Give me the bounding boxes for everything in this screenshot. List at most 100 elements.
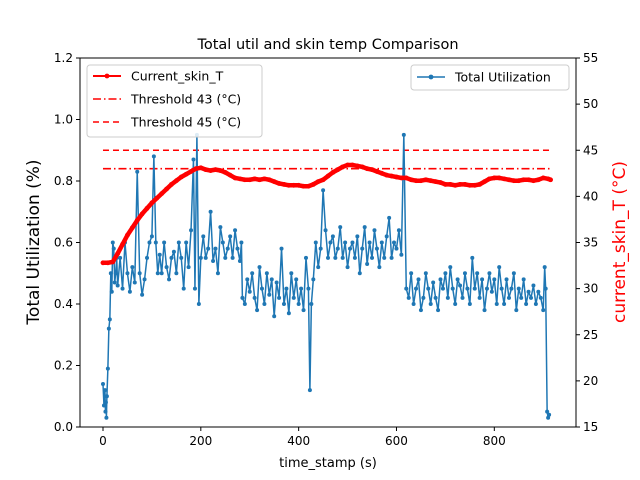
utilization-point bbox=[259, 286, 264, 291]
utilization-point bbox=[103, 409, 108, 414]
utilization-point bbox=[112, 280, 117, 285]
utilization-point bbox=[480, 277, 485, 282]
skin-temp-point bbox=[423, 177, 429, 183]
utilization-point bbox=[335, 246, 340, 251]
utilization-point bbox=[125, 271, 130, 276]
y-right-axis-label: current_skin_T (°C) bbox=[610, 161, 630, 323]
utilization-point bbox=[418, 308, 423, 313]
skin-temp-point bbox=[408, 177, 414, 183]
utilization-point bbox=[547, 412, 552, 417]
utilization-point bbox=[436, 308, 441, 313]
utilization-point bbox=[242, 302, 247, 306]
utilization-point bbox=[370, 255, 375, 260]
utilization-point bbox=[230, 255, 235, 260]
utilization-point bbox=[472, 286, 477, 291]
utilization-point bbox=[365, 262, 370, 267]
legend-right-box bbox=[410, 64, 570, 91]
utilization-point bbox=[482, 308, 487, 313]
utilization-point bbox=[262, 302, 267, 306]
utilization-point bbox=[307, 388, 312, 393]
utilization-point bbox=[272, 314, 277, 319]
utilization-point bbox=[118, 255, 123, 260]
skin-temp-point bbox=[526, 177, 531, 183]
utilization-point bbox=[528, 295, 533, 300]
utilization-point bbox=[514, 308, 519, 313]
skin-temp-point bbox=[394, 174, 399, 180]
utilization-point bbox=[233, 228, 238, 233]
skin-temp-point bbox=[418, 178, 424, 184]
skin-temp-point bbox=[120, 241, 125, 247]
utilization-point bbox=[343, 240, 348, 245]
utilization-point bbox=[277, 295, 282, 300]
skin-temp-point bbox=[462, 181, 468, 187]
y-right-tick-label: 45 bbox=[583, 143, 598, 157]
skin-temp-point bbox=[257, 177, 262, 183]
skin-temp-point bbox=[213, 167, 218, 173]
skin-temp-point bbox=[149, 200, 155, 206]
utilization-point bbox=[318, 246, 323, 251]
utilization-point bbox=[111, 246, 116, 251]
y-right-tick-label: 55 bbox=[583, 51, 598, 65]
utilization-point bbox=[201, 234, 206, 239]
utilization-point bbox=[545, 409, 550, 414]
legend-utilization-marker bbox=[428, 74, 434, 80]
skin-temp-point bbox=[315, 179, 321, 185]
utilization-point bbox=[504, 277, 509, 282]
utilization-point bbox=[240, 295, 245, 300]
utilization-point bbox=[213, 246, 218, 251]
utilization-point bbox=[135, 169, 140, 174]
skin-temp-point bbox=[232, 175, 238, 181]
skin-temp-point bbox=[296, 182, 302, 188]
utilization-point bbox=[274, 280, 279, 285]
skin-temp-point bbox=[237, 176, 243, 182]
skin-temp-point bbox=[369, 167, 375, 173]
utilization-point bbox=[208, 209, 213, 214]
skin-temp-point bbox=[330, 169, 336, 175]
utilization-point bbox=[206, 246, 211, 251]
utilization-point bbox=[105, 366, 110, 371]
utilization-point bbox=[306, 286, 311, 291]
utilization-point bbox=[421, 295, 426, 300]
skin-temp-point bbox=[208, 168, 214, 173]
y-right-tick-label: 40 bbox=[583, 189, 598, 203]
utilization-point bbox=[345, 265, 350, 270]
skin-temp-point bbox=[379, 170, 385, 176]
utilization-point bbox=[394, 246, 399, 251]
utilization-point bbox=[541, 308, 546, 313]
skin-temp-point bbox=[164, 186, 169, 192]
utilization-point bbox=[489, 289, 494, 294]
legend-right: Total Utilization bbox=[410, 64, 570, 91]
utilization-point bbox=[140, 292, 145, 297]
x-axis-label: time_stamp (s) bbox=[279, 456, 377, 471]
utilization-point bbox=[191, 157, 196, 162]
skin-temp-point bbox=[457, 181, 463, 187]
skin-temp-point bbox=[325, 173, 331, 179]
skin-temp-point bbox=[271, 179, 277, 185]
utilization-point bbox=[374, 246, 379, 251]
utilization-point bbox=[367, 240, 372, 245]
skin-temp-point bbox=[159, 191, 165, 197]
utilization-point bbox=[239, 240, 244, 245]
axes-layer: 0 200 400 600 800 0.0 0.2 0.4 0.6 0.8 1.0 1.2 15 20 25… bbox=[54, 51, 598, 448]
utilization-point bbox=[404, 286, 409, 291]
skin-temp-point bbox=[125, 232, 130, 238]
skin-temp-point bbox=[477, 181, 483, 187]
series-group bbox=[100, 132, 553, 420]
utilization-point bbox=[526, 289, 531, 294]
utilization-point bbox=[115, 283, 120, 288]
utilization-point bbox=[252, 295, 257, 300]
utilization-point bbox=[247, 289, 252, 294]
utilization-point bbox=[431, 280, 436, 285]
y-left-tick-label: 0.2 bbox=[54, 359, 73, 373]
skin-temp-point bbox=[301, 183, 306, 189]
utilization-point bbox=[499, 286, 504, 291]
utilization-point bbox=[147, 240, 152, 245]
utilization-point bbox=[309, 302, 314, 306]
utilization-point bbox=[316, 265, 321, 270]
skin-temp-point bbox=[359, 164, 365, 170]
utilization-point bbox=[301, 308, 306, 313]
utilization-point bbox=[151, 154, 156, 159]
utilization-point bbox=[102, 388, 107, 393]
utilization-point bbox=[184, 240, 189, 245]
utilization-point bbox=[100, 381, 105, 386]
